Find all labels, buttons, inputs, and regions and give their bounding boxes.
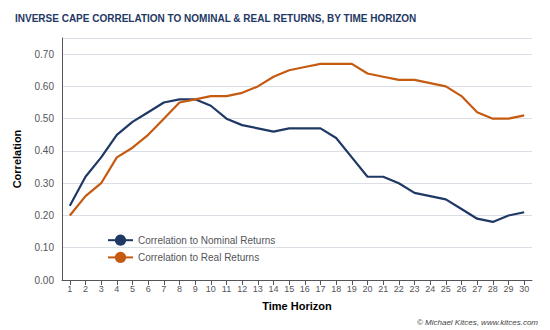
svg-text:27: 27 (472, 284, 482, 294)
svg-text:8: 8 (177, 284, 182, 294)
svg-text:7: 7 (161, 284, 166, 294)
svg-text:4: 4 (114, 284, 119, 294)
svg-text:INVERSE CAPE CORRELATION TO NO: INVERSE CAPE CORRELATION TO NOMINAL & RE… (15, 13, 416, 24)
svg-text:11: 11 (222, 284, 231, 294)
svg-text:2: 2 (83, 284, 88, 294)
svg-text:28: 28 (488, 284, 498, 294)
svg-text:10: 10 (206, 284, 216, 294)
svg-text:23: 23 (409, 284, 419, 294)
svg-text:24: 24 (425, 284, 435, 294)
svg-text:Correlation to Real Returns: Correlation to Real Returns (138, 252, 259, 263)
svg-text:0.00: 0.00 (35, 275, 55, 286)
svg-text:Correlation to Nominal Returns: Correlation to Nominal Returns (138, 235, 275, 246)
svg-text:16: 16 (300, 284, 310, 294)
svg-text:15: 15 (284, 284, 294, 294)
svg-text:0.30: 0.30 (35, 178, 55, 189)
svg-text:20: 20 (362, 284, 372, 294)
svg-text:26: 26 (456, 284, 466, 294)
svg-text:3: 3 (99, 284, 104, 294)
svg-text:29: 29 (503, 284, 513, 294)
svg-text:5: 5 (130, 284, 135, 294)
svg-text:6: 6 (146, 284, 151, 294)
svg-text:0.40: 0.40 (35, 145, 55, 156)
svg-text:0.70: 0.70 (35, 49, 55, 60)
svg-text:0.60: 0.60 (35, 81, 55, 92)
svg-text:25: 25 (441, 284, 451, 294)
svg-text:13: 13 (253, 284, 263, 294)
svg-text:30: 30 (519, 284, 529, 294)
svg-text:Correlation: Correlation (11, 129, 23, 188)
svg-text:22: 22 (394, 284, 404, 294)
svg-text:12: 12 (237, 284, 247, 294)
svg-text:19: 19 (347, 284, 357, 294)
svg-text:0.20: 0.20 (35, 210, 55, 221)
svg-text:14: 14 (268, 284, 278, 294)
svg-text:Time Horizon: Time Horizon (262, 300, 332, 312)
svg-text:0.10: 0.10 (35, 242, 55, 253)
svg-text:© Michael Kitces, www.kitces.c: © Michael Kitces, www.kitces.com (417, 318, 538, 327)
svg-text:18: 18 (331, 284, 341, 294)
svg-text:17: 17 (315, 284, 325, 294)
svg-text:21: 21 (378, 284, 388, 294)
svg-text:9: 9 (193, 284, 198, 294)
svg-text:0.50: 0.50 (35, 113, 55, 124)
svg-text:1: 1 (67, 284, 72, 294)
